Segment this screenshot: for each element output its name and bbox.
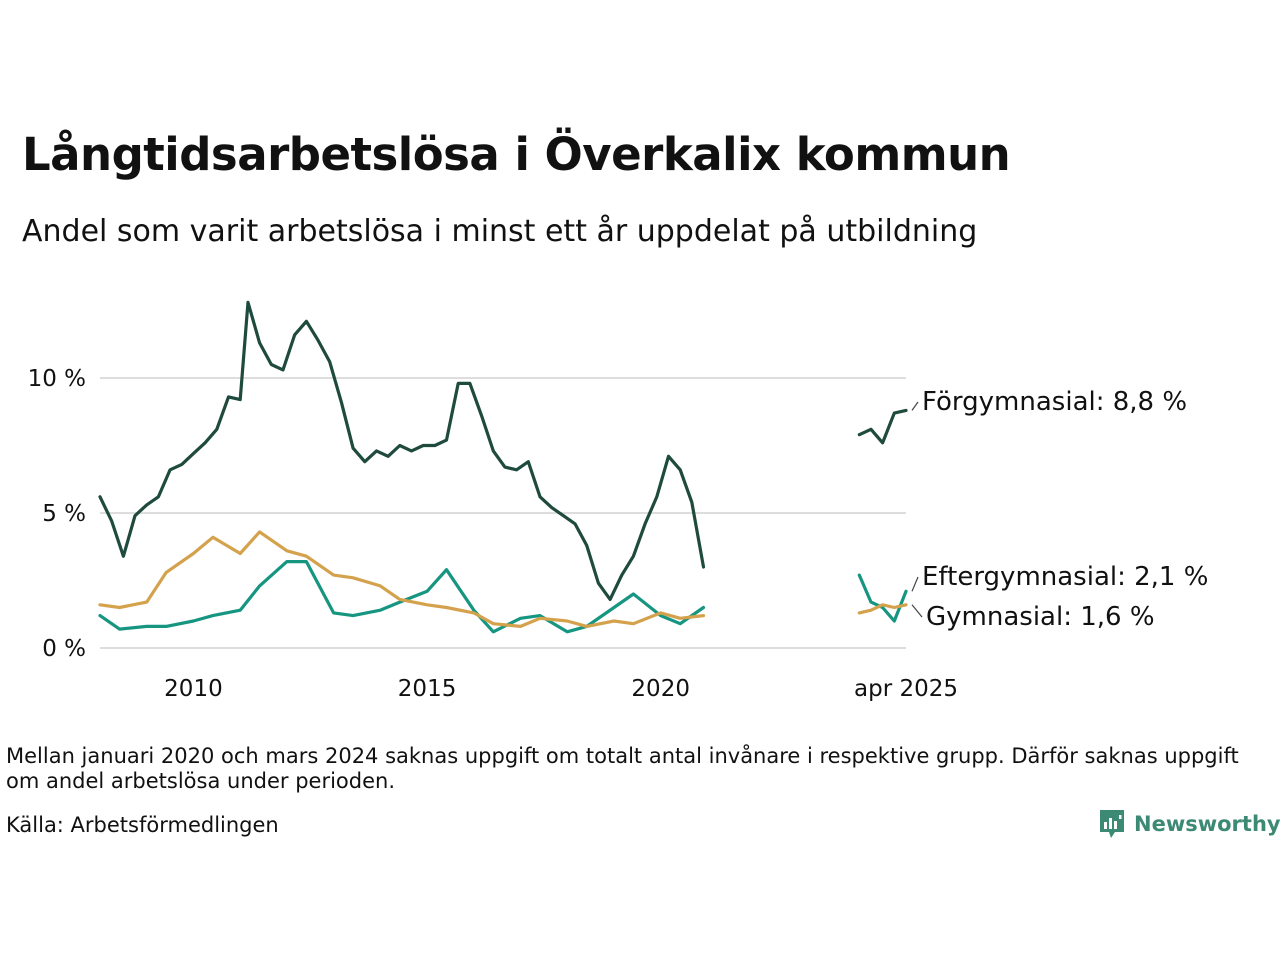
x-tick-label: 2010 [164,676,223,702]
series-line-eftergymnasial [857,573,908,623]
footnote: Mellan januari 2020 och mars 2024 saknas… [6,744,1239,793]
y-tick-label: 0 % [42,636,86,662]
chart-subtitle: Andel som varit arbetslösa i minst ett å… [22,214,978,249]
brand-name: Newsworthy [1134,812,1280,836]
label-leader-eftergymnasial [911,576,919,592]
y-tick-label: 5 % [42,501,86,527]
label-leader-gymnasial [911,604,923,618]
x-tick-label: 2015 [398,676,457,702]
series-line-forgymnasial [857,408,908,445]
y-axis-ticks: 0 % 5 % 10 % [28,366,86,662]
x-tick-label: 2020 [631,676,690,702]
series-line-gymnasial [98,530,706,628]
series-line-forgymnasial [98,300,706,601]
source-credit: Källa: Arbetsförmedlingen [6,813,279,837]
brand-logo[interactable]: Newsworthy [1098,808,1280,840]
x-tick-label: apr 2025 [854,676,958,702]
series-label-forgymnasial: Förgymnasial: 8,8 % [922,387,1187,417]
series-label-eftergymnasial: Eftergymnasial: 2,1 % [922,562,1208,592]
series-label-gymnasial: Gymnasial: 1,6 % [926,602,1155,632]
chart-title: Långtidsarbetslösa i Överkalix kommun [22,128,1011,181]
label-leader-forgymnasial [911,401,919,411]
x-axis-ticks: 2010 2015 2020 apr 2025 [164,676,958,702]
series-line-gymnasial [857,603,908,615]
newsworthy-logo-icon [1100,810,1124,838]
series-line-eftergymnasial [98,560,706,634]
gridlines [100,377,906,649]
series-lines [98,300,908,634]
series-end-labels: Förgymnasial: 8,8 % Eftergymnasial: 2,1 %… [911,387,1208,632]
y-tick-label: 10 % [28,366,86,392]
